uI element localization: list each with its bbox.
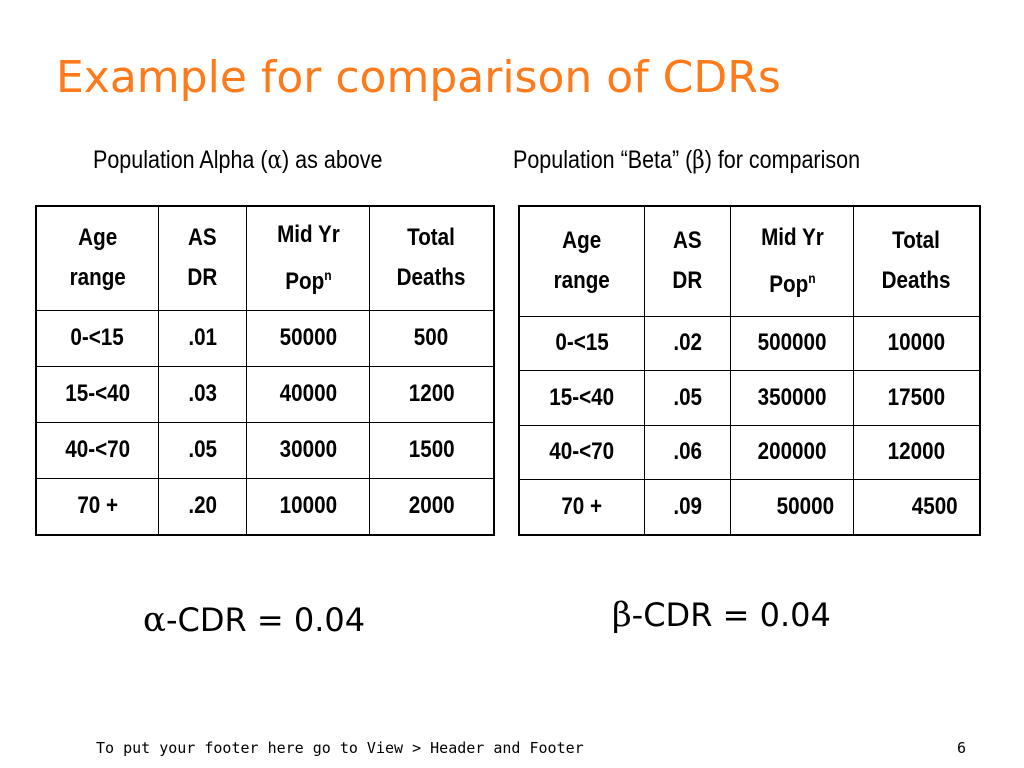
page-number: 6 — [957, 739, 967, 757]
table-cell: 40-<70 — [518, 424, 645, 480]
alpha-caption-symbol: α — [267, 145, 283, 174]
table-cell: .03 — [158, 365, 248, 423]
beta-caption: Population “Beta” (β) for comparison — [513, 145, 860, 175]
header-line1: Total — [407, 224, 456, 252]
header-cell: Age range — [518, 205, 645, 317]
table-header-row: Age range AS DR Mid Yr Popn Total Deaths — [35, 205, 495, 311]
header-cell: Age range — [35, 205, 160, 311]
table-cell: 500000 — [730, 315, 854, 371]
table-cell: 10000 — [852, 315, 981, 371]
table-cell: 0-<15 — [35, 309, 160, 367]
table-row: 40-<70 .06 200000 12000 — [518, 424, 981, 480]
header-superscript: n — [807, 269, 816, 286]
table-cell: 70 + — [518, 479, 645, 536]
table-cell: 200000 — [730, 424, 854, 480]
beta-caption-post: ) for comparison — [704, 146, 861, 174]
table-cell: .06 — [643, 424, 732, 480]
beta-cdr-result: β-CDR = 0.04 — [612, 595, 831, 635]
table-cell: 500 — [368, 309, 495, 367]
table-row: 70 + .20 10000 2000 — [35, 477, 495, 536]
alpha-table: Age range AS DR Mid Yr Popn Total Deaths 0-<… — [35, 205, 495, 536]
table-cell: 1200 — [368, 365, 495, 423]
table-cell: 30000 — [246, 421, 370, 479]
table-cell: 40000 — [246, 365, 370, 423]
header-line2: Pop — [768, 270, 808, 298]
table-cell: 12000 — [852, 424, 981, 480]
header-cell: AS DR — [158, 205, 248, 311]
table-cell: 17500 — [852, 370, 981, 426]
table-row: 0-<15 .02 500000 10000 — [518, 315, 981, 371]
header-line2: range — [69, 264, 126, 292]
header-cell: Total Deaths — [368, 205, 495, 311]
alpha-caption: Population Alpha (α) as above — [93, 145, 382, 175]
table-row: 15-<40 .05 350000 17500 — [518, 370, 981, 426]
table-cell: .05 — [158, 421, 248, 479]
beta-caption-pre: Population “Beta” ( — [513, 146, 693, 174]
alpha-cdr-result: α-CDR = 0.04 — [143, 600, 365, 640]
header-line2: Pop — [285, 267, 325, 295]
header-cell: AS DR — [643, 205, 732, 317]
table-cell: 1500 — [368, 421, 495, 479]
table-row: 0-<15 .01 50000 500 — [35, 309, 495, 367]
header-line2: Deaths — [882, 267, 951, 295]
header-superscript: n — [324, 266, 332, 283]
header-cell: Mid Yr Popn — [246, 205, 370, 311]
header-line1: AS — [188, 224, 218, 252]
slide-footer: To put your footer here go to View > Hea… — [96, 739, 584, 757]
beta-symbol: β — [612, 595, 632, 635]
table-cell: 50000 — [246, 309, 370, 367]
beta-cdr-text: -CDR = 0.04 — [631, 596, 831, 634]
beta-caption-symbol: β — [692, 145, 705, 174]
header-line2: range — [553, 267, 611, 295]
header-line2: DR — [672, 267, 703, 295]
alpha-cdr-text: -CDR = 0.04 — [165, 601, 366, 639]
table-cell: 40-<70 — [35, 421, 160, 479]
table-cell: 15-<40 — [35, 365, 160, 423]
table-cell: 15-<40 — [518, 370, 645, 426]
alpha-caption-post: ) as above — [282, 146, 383, 174]
table-cell: 2000 — [368, 477, 495, 536]
beta-table: Age range AS DR Mid Yr Popn Total Deaths 0-<… — [518, 205, 981, 536]
table-cell: 4500 — [852, 479, 981, 536]
slide-title: Example for comparison of CDRs — [56, 52, 781, 103]
header-line1: Age — [78, 224, 117, 252]
alpha-caption-pre: Population Alpha ( — [93, 146, 268, 174]
table-cell: .05 — [643, 370, 732, 426]
header-line1: AS — [673, 227, 703, 255]
table-cell: .01 — [158, 309, 248, 367]
table-cell: 70 + — [35, 477, 160, 536]
table-cell: 50000 — [730, 479, 854, 536]
header-line2: DR — [187, 264, 218, 292]
table-row: 40-<70 .05 30000 1500 — [35, 421, 495, 479]
table-cell: 10000 — [246, 477, 370, 536]
table-row: 70 + .09 50000 4500 — [518, 479, 981, 536]
header-cell: Mid Yr Popn — [730, 205, 854, 317]
header-line1: Mid Yr — [760, 223, 824, 251]
header-line2: Deaths — [397, 264, 466, 292]
table-cell: .02 — [643, 315, 732, 371]
table-header-row: Age range AS DR Mid Yr Popn Total Deaths — [518, 205, 981, 317]
header-line1: Mid Yr — [276, 220, 340, 248]
header-cell: Total Deaths — [852, 205, 981, 317]
alpha-symbol: α — [143, 600, 166, 640]
table-cell: .20 — [158, 477, 248, 536]
header-line1: Total — [892, 227, 941, 255]
table-cell: 350000 — [730, 370, 854, 426]
table-row: 15-<40 .03 40000 1200 — [35, 365, 495, 423]
table-cell: 0-<15 — [518, 315, 645, 371]
header-line1: Age — [562, 227, 602, 255]
table-cell: .09 — [643, 479, 732, 536]
